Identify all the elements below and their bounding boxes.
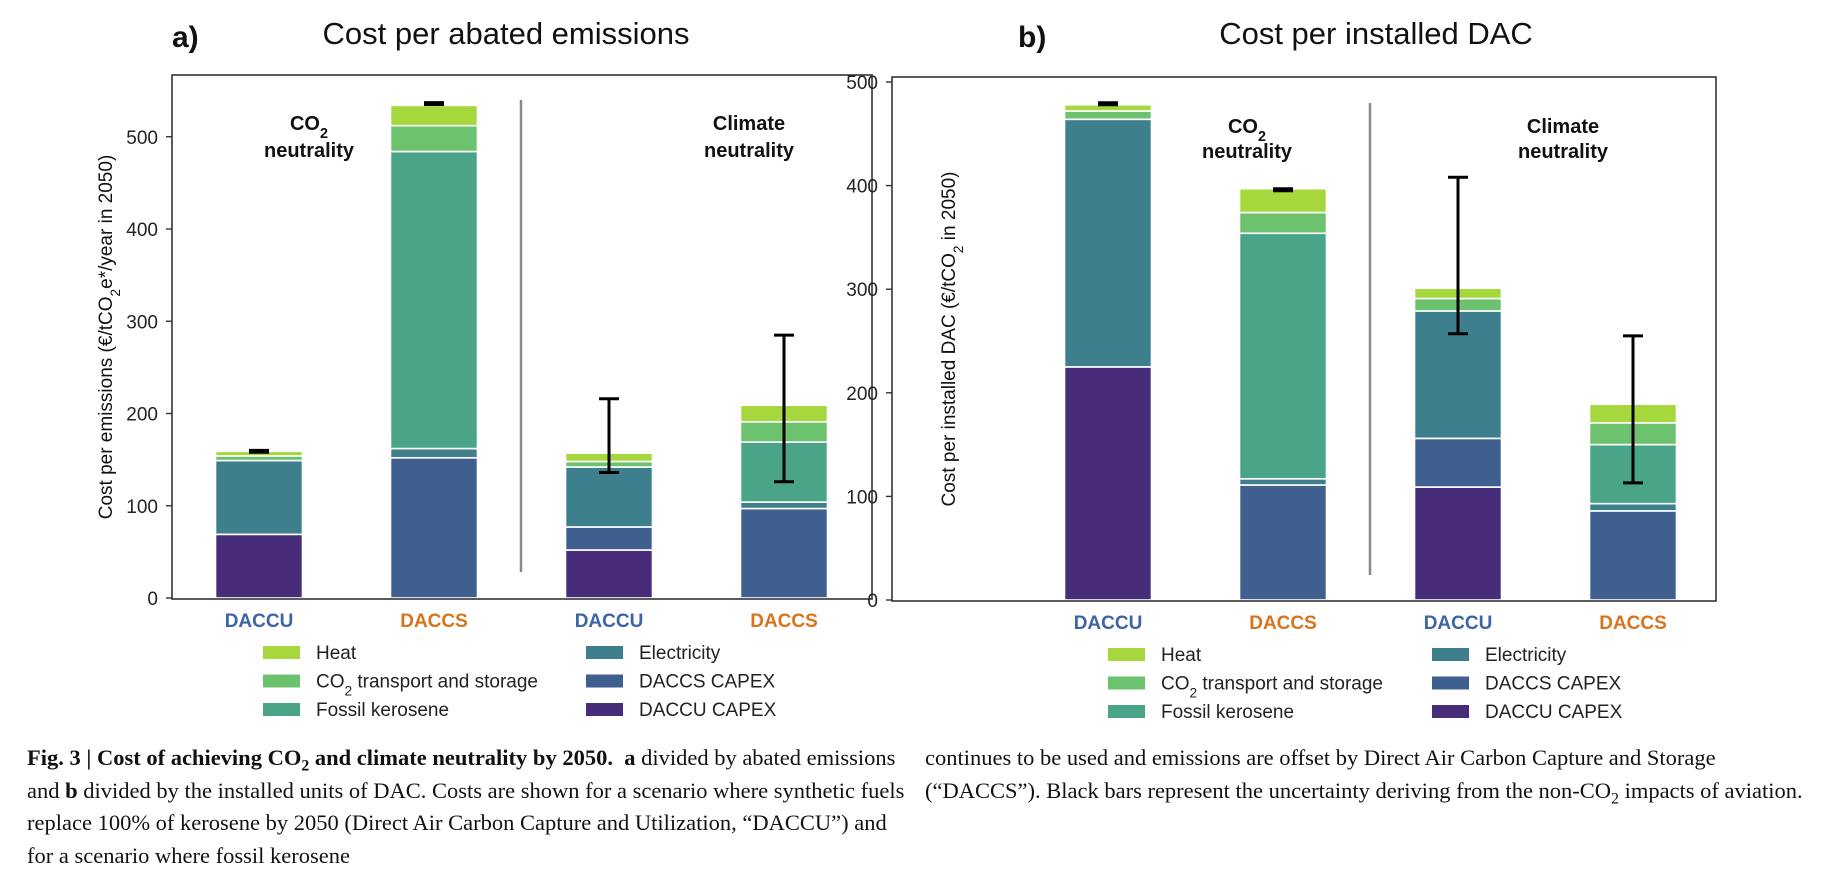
bar-segment-a-1-electricity xyxy=(389,447,479,459)
legend-swatch-0-heat xyxy=(263,646,300,659)
bar-segment-a-3-daccs_capex xyxy=(739,507,829,599)
bar-segment-a-2-daccu_capex xyxy=(564,549,654,599)
legend-swatch-0-daccu_capex xyxy=(586,703,623,716)
category-label-a-0: DACCU xyxy=(225,611,294,632)
plot-frame-b xyxy=(891,76,1717,602)
ytick-label-a-500: 500 xyxy=(126,128,158,149)
figure-caption-right: continues to be used and emissions are o… xyxy=(925,745,1803,807)
legend-label-0-heat: Heat xyxy=(316,643,357,664)
legend-swatch-0-transport xyxy=(263,674,300,688)
group-label-b-0-line2: neutrality xyxy=(1202,141,1293,163)
bar-segment-b-2-daccs_capex xyxy=(1413,437,1503,488)
legend-swatch-1-electricity xyxy=(1432,648,1469,661)
legend-swatch-1-transport xyxy=(1108,676,1145,690)
panel-b-letter: b) xyxy=(1018,21,1046,54)
panel-a-title: Cost per abated emissions xyxy=(322,16,689,51)
bar-segment-a-1-heat xyxy=(389,104,479,127)
category-label-a-1: DACCS xyxy=(400,611,468,632)
ytick-label-b-300: 300 xyxy=(846,280,878,301)
bar-segment-b-2-daccu_capex xyxy=(1413,486,1503,601)
bar-segment-a-1-fossil xyxy=(389,150,479,450)
legend-label-1-electricity: Electricity xyxy=(1485,645,1567,666)
bar-segment-a-0-electricity xyxy=(214,459,304,536)
legend-label-0-daccs_capex: DACCS CAPEX xyxy=(639,672,776,693)
ytick-label-b-500: 500 xyxy=(846,73,878,94)
bar-segment-a-3-electricity xyxy=(739,501,829,510)
legend-swatch-1-daccu_capex xyxy=(1432,705,1469,718)
bar-segment-a-2-daccs_capex xyxy=(564,526,654,551)
plot-frame-a xyxy=(171,74,873,600)
ytick-label-b-0: 0 xyxy=(867,591,878,612)
bar-segment-b-1-electricity xyxy=(1238,477,1328,486)
legend-label-1-heat: Heat xyxy=(1161,645,1202,666)
bar-segment-a-1-transport xyxy=(389,124,479,153)
legend-label-1-transport: CO2 transport and storage xyxy=(1161,674,1383,701)
bar-segment-a-2-electricity xyxy=(564,466,654,528)
group-label-b-0-line1: CO2 xyxy=(1228,116,1266,145)
figure-caption-left: Fig. 3 | Cost of achieving CO2 and clima… xyxy=(27,745,905,868)
panel-b-chart: b) Cost per installed DAC Cost per install… xyxy=(846,16,1717,634)
category-label-b-1: DACCS xyxy=(1249,613,1317,634)
legend-a: Heat Electricity CO2 transport and storage… xyxy=(263,643,777,721)
bar-segment-a-0-daccu_capex xyxy=(214,533,304,599)
bar-segment-b-1-daccs_capex xyxy=(1238,484,1328,601)
bar-segment-b-0-transport xyxy=(1063,110,1153,121)
group-label-a-0-line2: neutrality xyxy=(264,140,355,162)
legend-label-0-transport: CO2 transport and storage xyxy=(316,672,538,699)
legend-swatch-0-daccs_capex xyxy=(586,674,623,688)
ytick-label-a-100: 100 xyxy=(126,497,158,518)
group-label-a-1-line1: Climate xyxy=(713,113,785,135)
category-label-a-3: DACCS xyxy=(750,611,818,632)
group-label-a-1-line2: neutrality xyxy=(704,140,795,162)
legend-label-0-electricity: Electricity xyxy=(639,643,721,664)
legend-label-0-fossil: Fossil kerosene xyxy=(316,700,449,721)
group-label-b-1-line2: neutrality xyxy=(1518,141,1609,163)
category-label-b-0: DACCU xyxy=(1074,613,1143,634)
category-label-a-2: DACCU xyxy=(575,611,644,632)
category-label-b-2: DACCU xyxy=(1424,613,1493,634)
ytick-label-b-200: 200 xyxy=(846,384,878,405)
bar-segment-b-1-fossil xyxy=(1238,232,1328,480)
panel-b-ylabel: Cost per installed DAC (€/tCO2 in 2050) xyxy=(939,172,966,507)
bar-segment-b-1-transport xyxy=(1238,211,1328,235)
panel-a-ylabel: Cost per emissions (€/tCO2e*/year in 205… xyxy=(96,155,123,520)
panel-b-title: Cost per installed DAC xyxy=(1219,16,1533,51)
ytick-label-a-200: 200 xyxy=(126,405,158,426)
group-label-a-0-line1: CO2 xyxy=(290,113,328,142)
ytick-label-a-400: 400 xyxy=(126,220,158,241)
group-label-b-1-line1: Climate xyxy=(1527,116,1599,138)
caption-letter-a: a xyxy=(624,745,636,770)
legend-b: Heat Electricity CO2 transport and storage… xyxy=(1108,645,1623,723)
bar-segment-b-0-daccu_capex xyxy=(1063,366,1153,601)
legend-swatch-1-fossil xyxy=(1108,705,1145,718)
ytick-label-a-0: 0 xyxy=(147,589,158,610)
bar-segment-a-1-daccs_capex xyxy=(389,456,479,599)
panel-a-chart: a) Cost per abated emissions Cost per emis… xyxy=(96,16,873,632)
legend-label-0-daccu_capex: DACCU CAPEX xyxy=(639,700,777,721)
ytick-label-a-300: 300 xyxy=(126,312,158,333)
bar-segment-b-3-electricity xyxy=(1588,502,1678,512)
legend-label-1-daccu_capex: DACCU CAPEX xyxy=(1485,702,1623,723)
legend-swatch-1-heat xyxy=(1108,648,1145,661)
caption-letter-b: b xyxy=(65,777,78,803)
bar-segment-b-3-daccs_capex xyxy=(1588,510,1678,601)
ytick-label-b-400: 400 xyxy=(846,177,878,198)
legend-label-1-fossil: Fossil kerosene xyxy=(1161,702,1294,723)
ytick-label-b-100: 100 xyxy=(846,487,878,508)
panel-a-letter: a) xyxy=(172,21,199,54)
category-label-b-3: DACCS xyxy=(1599,613,1667,634)
caption-lead: Fig. 3 | Cost of achieving CO2 and clima… xyxy=(27,745,613,775)
bar-segment-b-0-electricity xyxy=(1063,118,1153,368)
bar-segment-b-2-electricity xyxy=(1413,310,1503,440)
legend-swatch-0-electricity xyxy=(586,646,623,659)
legend-swatch-0-fossil xyxy=(263,703,300,716)
legend-label-1-daccs_capex: DACCS CAPEX xyxy=(1485,674,1622,695)
bar-segment-b-1-heat xyxy=(1238,187,1328,214)
legend-swatch-1-daccs_capex xyxy=(1432,676,1469,690)
